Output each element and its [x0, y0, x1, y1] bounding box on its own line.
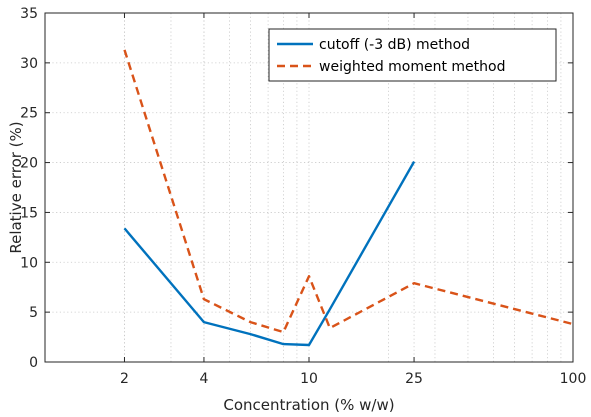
y-tick-label: 30 — [20, 56, 38, 72]
grid — [45, 13, 573, 362]
x-tick-label: 10 — [300, 371, 318, 387]
axis-ticks: 2 4 10 25 100 0 5 10 15 20 25 30 35 — [20, 6, 586, 387]
y-tick-label: 20 — [20, 156, 38, 172]
y-tick-label: 5 — [29, 305, 38, 321]
y-tick-label: 10 — [20, 255, 38, 271]
x-tick-label: 2 — [120, 371, 129, 387]
y-axis-label: Relative error (%) — [7, 121, 25, 253]
y-tick-label: 35 — [20, 6, 38, 22]
x-tick-label: 25 — [405, 371, 423, 387]
legend-label-weighted-moment: weighted moment method — [319, 59, 505, 75]
x-axis-label: Concentration (% w/w) — [223, 396, 394, 414]
legend-label-cutoff: cutoff (-3 dB) method — [319, 37, 470, 53]
legend-box — [268, 28, 557, 82]
legend: cutoff (-3 dB) method weighted moment me… — [268, 28, 557, 82]
x-tick-label: 4 — [199, 371, 208, 387]
y-tick-label: 25 — [20, 106, 38, 122]
y-tick-label: 0 — [29, 355, 38, 371]
plot-lines — [123, 49, 574, 347]
y-tick-label: 15 — [20, 205, 38, 221]
series-line-weighted-moment — [123, 49, 574, 334]
series-line-cutoff — [123, 161, 416, 347]
x-tick-label: 100 — [560, 371, 587, 387]
